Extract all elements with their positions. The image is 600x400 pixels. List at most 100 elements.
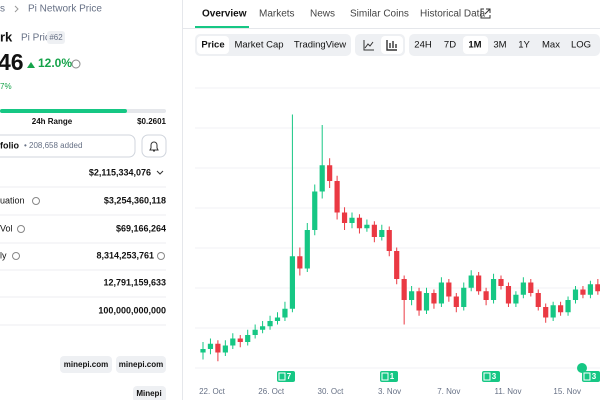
candle-body xyxy=(207,343,214,349)
candle-body xyxy=(461,287,467,307)
x-label: 3. Nov xyxy=(378,387,401,396)
candle-body xyxy=(498,279,504,286)
link-button[interactable] xyxy=(116,356,166,373)
stat-value: 12,791,159,633 xyxy=(103,277,166,287)
info-icon[interactable] xyxy=(157,252,165,260)
candle-body xyxy=(252,329,258,335)
link: Minepi xyxy=(136,389,161,398)
stat-label: Vol xyxy=(0,223,13,233)
candle-body xyxy=(505,286,512,304)
info-icon[interactable] xyxy=(17,225,25,233)
candle-body xyxy=(200,349,206,353)
portfolio-label: folio xyxy=(0,140,19,150)
stat-label: uation xyxy=(0,195,25,205)
candle-body xyxy=(453,296,459,307)
candle-body xyxy=(476,275,482,292)
stats: $2,115,334,076 uation $3,254,360,118 Vol $69… xyxy=(0,167,166,326)
event-badge[interactable] xyxy=(277,371,295,382)
candle-body xyxy=(490,279,497,300)
candle-body xyxy=(312,191,318,230)
x-label: 30. Oct xyxy=(318,387,345,396)
candle-body xyxy=(468,275,474,288)
view-option[interactable]: Market Cap xyxy=(234,40,283,51)
candle-body xyxy=(304,230,310,269)
candle-body xyxy=(528,282,534,293)
change: 12.0% xyxy=(38,56,72,70)
stat-value: $69,166,264 xyxy=(116,223,166,233)
chevron xyxy=(156,170,164,175)
candle-body xyxy=(565,300,571,313)
period-option[interactable]: 1M xyxy=(468,40,481,51)
candle-body xyxy=(513,294,519,304)
logo-mark xyxy=(577,363,587,373)
candle-body xyxy=(327,165,333,181)
candle-body xyxy=(267,321,273,327)
candle-body xyxy=(334,181,340,213)
range-fill xyxy=(0,109,127,113)
tab[interactable]: News xyxy=(310,9,335,20)
period-option[interactable]: LOG xyxy=(571,40,591,51)
period-active xyxy=(463,36,488,54)
x-label: 15. Nov xyxy=(553,387,581,396)
tab[interactable]: Overview xyxy=(202,9,247,20)
candle-body xyxy=(260,326,266,330)
breadcrumb-parent[interactable]: s xyxy=(0,4,5,15)
candle-body xyxy=(438,282,444,304)
link-button[interactable] xyxy=(60,356,112,373)
info-icon[interactable] xyxy=(32,197,40,205)
period-option[interactable]: Max xyxy=(542,40,560,51)
info-icon[interactable] xyxy=(71,59,81,69)
stat-value: $2,115,334,076 xyxy=(89,167,151,177)
tab[interactable]: Similar Coins xyxy=(350,9,409,20)
link: minepi.com xyxy=(64,360,108,369)
price: 46 xyxy=(0,49,24,75)
x-label: 7. Nov xyxy=(437,387,460,396)
candle-body xyxy=(282,308,288,318)
candle-body xyxy=(587,284,593,295)
grid xyxy=(195,87,600,369)
candle-body xyxy=(319,165,325,192)
line-icon[interactable] xyxy=(363,40,374,51)
info-icon[interactable] xyxy=(12,252,20,260)
candle-body xyxy=(423,293,430,311)
period-option[interactable]: 24H xyxy=(414,40,432,51)
period-option[interactable]: 7D xyxy=(444,40,456,51)
candle-body xyxy=(386,230,392,251)
candle-body xyxy=(520,282,526,295)
event-count: 3 xyxy=(492,372,497,381)
portfolio-added: • 208,658 added xyxy=(24,141,82,150)
candle-body xyxy=(401,279,407,300)
candle-body xyxy=(409,291,415,300)
event-badge[interactable] xyxy=(482,371,500,382)
bell-icon xyxy=(149,141,159,152)
candle-body xyxy=(230,338,236,346)
portfolio-button[interactable] xyxy=(0,134,136,158)
candle-body xyxy=(215,343,221,353)
tab[interactable]: Markets xyxy=(259,9,295,20)
bell-button[interactable] xyxy=(141,134,167,158)
candle-body xyxy=(289,256,295,309)
candle-body xyxy=(416,291,422,311)
candle-body xyxy=(222,345,228,353)
period-option[interactable]: 3M xyxy=(493,40,506,51)
event-badge[interactable] xyxy=(380,371,398,382)
tab[interactable]: Historical Data xyxy=(420,9,485,20)
view-option[interactable]: TradingView xyxy=(294,40,346,51)
event-icon xyxy=(483,372,491,381)
view-option[interactable]: Price xyxy=(201,40,224,51)
event-icon xyxy=(278,372,286,381)
event-icon xyxy=(583,372,591,381)
coin-symbol: Pi Price xyxy=(21,33,56,44)
candle-body xyxy=(349,217,355,223)
event-badge[interactable] xyxy=(582,371,600,382)
rank-badge xyxy=(47,31,65,44)
link-button[interactable] xyxy=(133,386,166,400)
candle-icon[interactable] xyxy=(386,40,397,51)
view-group xyxy=(195,34,351,56)
x-label: 26. Oct xyxy=(258,387,285,396)
period-option[interactable]: 1Y xyxy=(518,40,530,51)
tab-underline xyxy=(195,26,249,28)
candle-body xyxy=(558,305,564,313)
